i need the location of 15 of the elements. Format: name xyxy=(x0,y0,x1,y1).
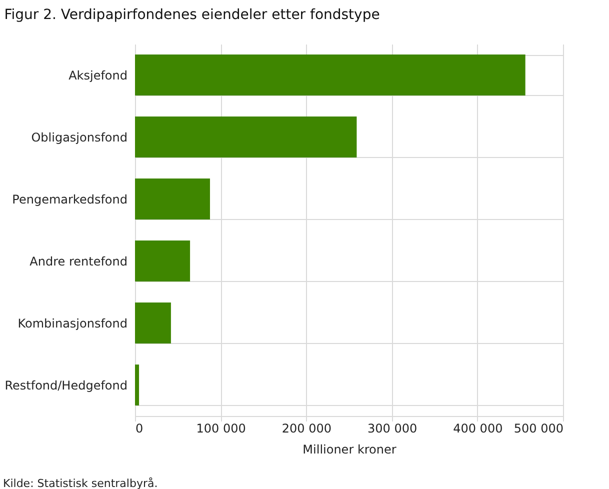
x-tick-label: 400 000 xyxy=(453,422,503,436)
y-tick-label: Aksjefond xyxy=(68,68,128,82)
x-tick-label: 500 000 xyxy=(514,422,564,436)
y-tick-label: Pengemarkedsfond xyxy=(12,192,128,206)
y-tick-label: Restfond/Hedgefond xyxy=(4,378,128,392)
x-tick-label: 300 000 xyxy=(367,422,418,436)
text: Kilde: Statistisk sentralbyrå. xyxy=(3,477,159,489)
y-tick-label: Obligasjonsfond xyxy=(31,130,128,144)
x-tick-label: 200 000 xyxy=(282,422,332,436)
chart-title: Figur 2. Verdipapirfondenes eiendeler etter fondstype xyxy=(4,7,380,23)
y-tick-label: Andre rentefond xyxy=(30,254,128,268)
x-tick-label: 100 000 xyxy=(196,422,246,436)
x-axis-title: Millioner kroner xyxy=(302,442,396,456)
x-tick-label: 0 xyxy=(136,422,144,436)
y-tick-label: Kombinasjonsfond xyxy=(18,316,128,330)
